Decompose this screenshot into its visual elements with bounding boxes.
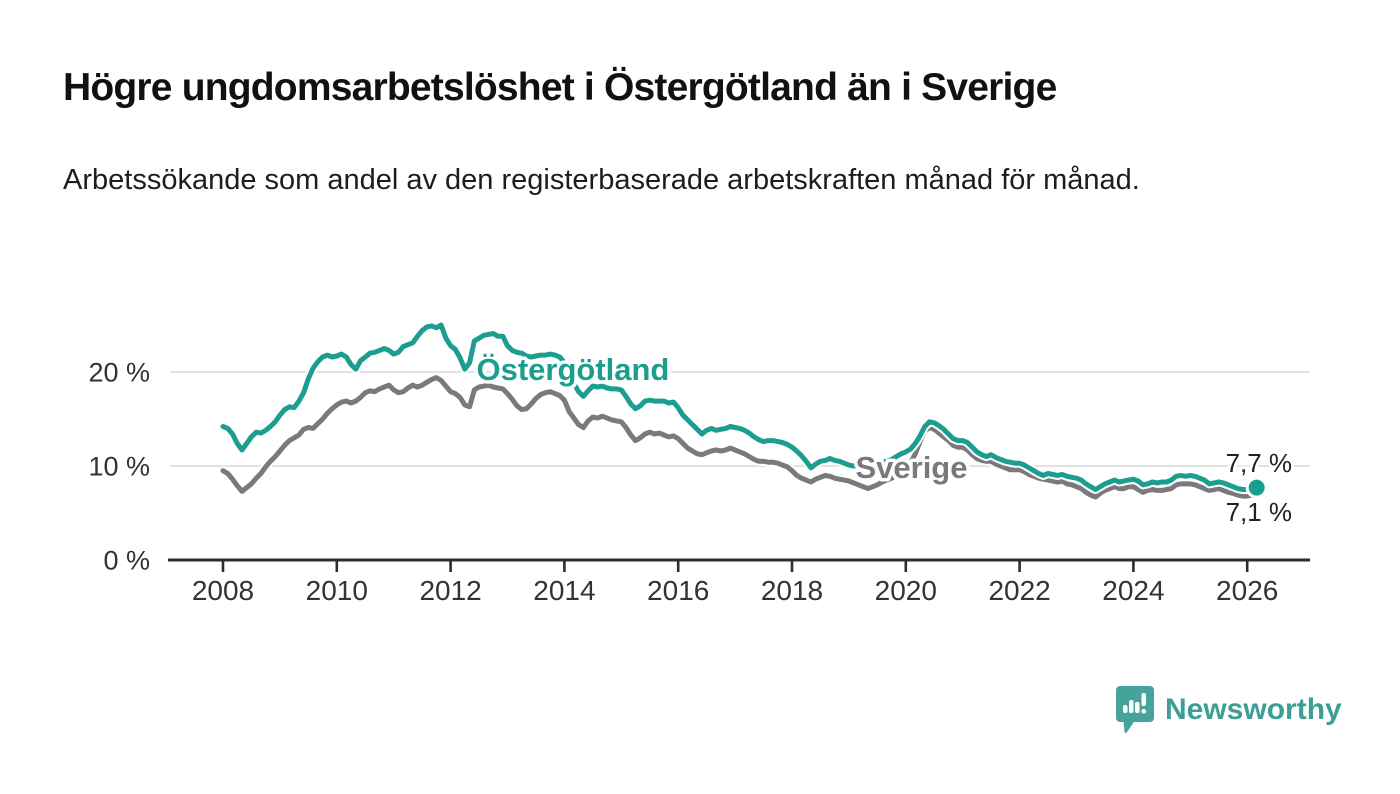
y-tick-label: 0 % (103, 545, 150, 575)
y-tick-label: 20 % (88, 357, 150, 387)
end-value-label: 7,1 % (1226, 497, 1293, 527)
chart-title: Högre ungdomsarbetslöshet i Östergötland… (63, 66, 1057, 109)
x-tick-label: 2024 (1102, 575, 1164, 606)
x-tick-label: 2010 (306, 575, 368, 606)
x-tick-label: 2016 (647, 575, 709, 606)
end-value-label: 7,7 % (1226, 448, 1293, 478)
x-tick-label: 2022 (988, 575, 1050, 606)
series-line-sverige (220, 375, 1260, 500)
x-tick-label: 2014 (533, 575, 595, 606)
newsworthy-logo-icon (1116, 686, 1154, 733)
series-label-sverige: Sverige (855, 450, 967, 485)
newsworthy-logo: Newsworthy (1116, 686, 1342, 734)
chart-subtitle: Arbetssökande som andel av den registerb… (63, 164, 1140, 196)
x-tick-label: 2012 (419, 575, 481, 606)
x-tick-label: 2008 (192, 575, 254, 606)
series-line-casing (218, 373, 1262, 502)
y-tick-label: 10 % (88, 451, 150, 481)
newsworthy-logo-text: Newsworthy (1165, 693, 1342, 726)
series-label-östergötland: Östergötland (476, 352, 669, 387)
series-end-dot (1248, 479, 1265, 496)
series-line-östergötland (220, 322, 1260, 492)
logo-bars-icon (1123, 693, 1146, 714)
x-tick-label: 2020 (875, 575, 937, 606)
x-tick-label: 2026 (1216, 575, 1278, 606)
x-tick-label: 2018 (761, 575, 823, 606)
